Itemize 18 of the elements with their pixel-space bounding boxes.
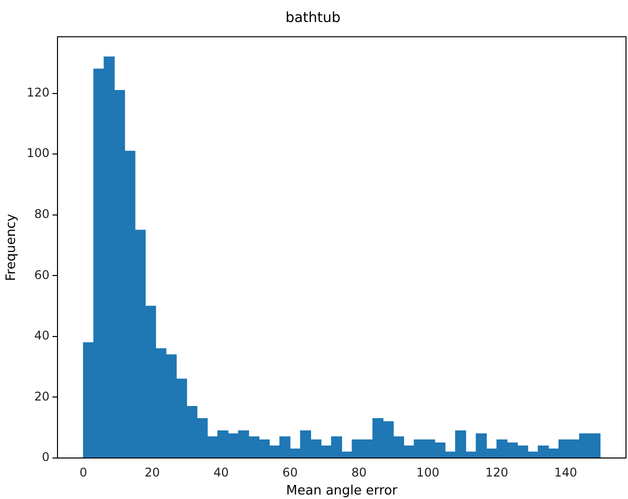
- y-tick-label: 0: [42, 450, 50, 464]
- y-tick-label: 80: [34, 207, 50, 222]
- x-tick-label: 0: [80, 465, 88, 480]
- chart-title: bathtub: [285, 10, 341, 26]
- y-tick-label: 100: [26, 146, 50, 160]
- x-tick-label: 80: [351, 465, 367, 480]
- x-tick-label: 100: [416, 465, 440, 480]
- x-tick-label: 140: [554, 465, 578, 480]
- x-tick-label: 20: [144, 465, 160, 480]
- y-tick-label: 20: [34, 389, 50, 404]
- y-axis-title: Frequency: [4, 214, 20, 281]
- x-tick-label: 60: [282, 465, 298, 480]
- y-tick-label: 40: [34, 328, 50, 343]
- y-tick-label: 120: [26, 85, 50, 100]
- x-tick-label: 40: [214, 465, 229, 480]
- x-tick-label: 120: [485, 465, 508, 480]
- y-tick-label: 60: [34, 268, 50, 282]
- x-axis-title: Mean angle error: [286, 484, 398, 499]
